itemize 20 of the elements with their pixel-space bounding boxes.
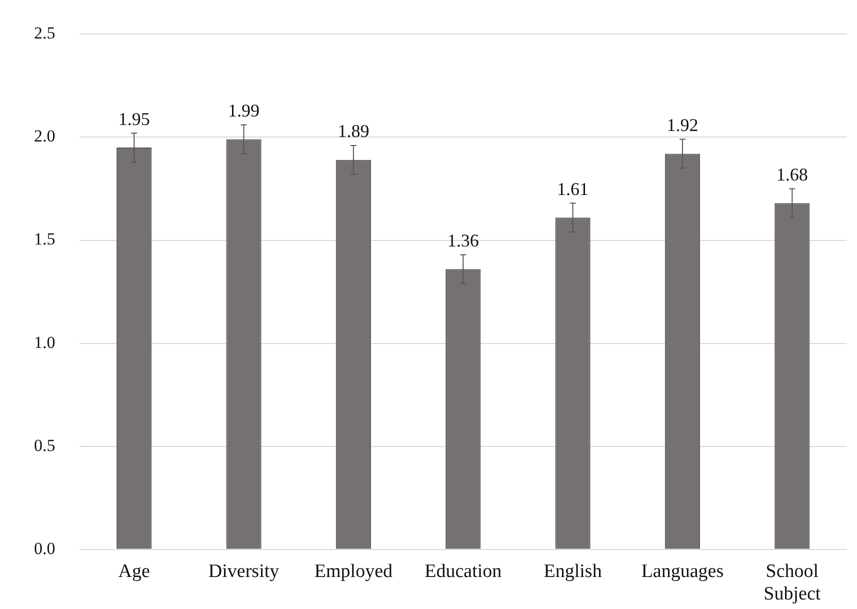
x-tick-label: Languages <box>641 560 724 582</box>
y-tick-label: 0.0 <box>34 538 56 558</box>
y-tick-label: 2.5 <box>34 24 56 43</box>
data-label: 1.99 <box>228 100 260 121</box>
x-tick-label: Education <box>424 560 502 582</box>
y-tick-label: 1.0 <box>34 332 56 352</box>
data-label: 1.36 <box>447 230 479 250</box>
x-tick-label: Diversity <box>208 560 280 582</box>
data-label: 1.92 <box>666 115 698 136</box>
x-tick-label: English <box>544 560 602 582</box>
data-label: 1.89 <box>338 121 370 142</box>
y-tick-label: 1.5 <box>34 230 56 249</box>
x-tick-label: Employed <box>314 560 393 582</box>
y-tick-label: 2.0 <box>34 126 56 146</box>
x-tick-label: Age <box>118 560 150 582</box>
y-tick-label: 0.5 <box>34 436 56 455</box>
data-label: 1.95 <box>118 108 150 129</box>
data-label: 1.61 <box>557 178 589 199</box>
x-tick-label: School Subject <box>764 560 822 605</box>
data-label: 1.68 <box>776 164 808 184</box>
